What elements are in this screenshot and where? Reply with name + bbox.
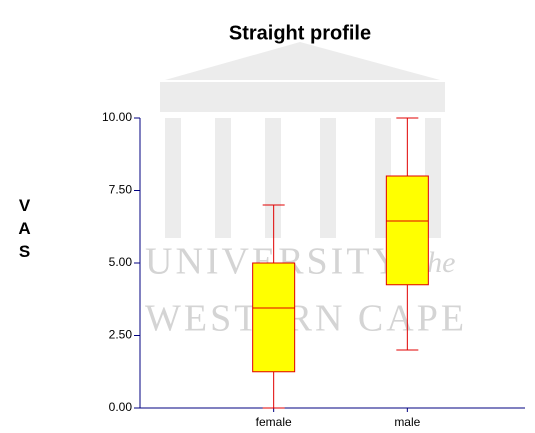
y-tick-label: 10.00 <box>102 110 132 124</box>
entablature <box>160 82 445 112</box>
column <box>425 118 441 238</box>
box <box>252 262 296 373</box>
y-tick-label: 5.00 <box>109 255 133 269</box>
column <box>165 118 181 238</box>
chart-title: Straight profile <box>229 22 371 44</box>
x-tick-label: female <box>256 415 292 429</box>
column <box>320 118 336 238</box>
y-tick-label: 0.00 <box>109 400 133 414</box>
watermark-building <box>160 42 445 238</box>
y-tick-label: 7.50 <box>109 183 133 197</box>
box <box>385 175 429 286</box>
column <box>265 118 281 238</box>
y-axis-label: VAS <box>15 196 34 265</box>
x-tick-label: male <box>394 415 420 429</box>
column <box>215 118 231 238</box>
watermark-text: WESTERN CAPE <box>145 298 467 340</box>
pediment <box>165 42 440 80</box>
y-tick-label: 2.50 <box>109 328 133 342</box>
